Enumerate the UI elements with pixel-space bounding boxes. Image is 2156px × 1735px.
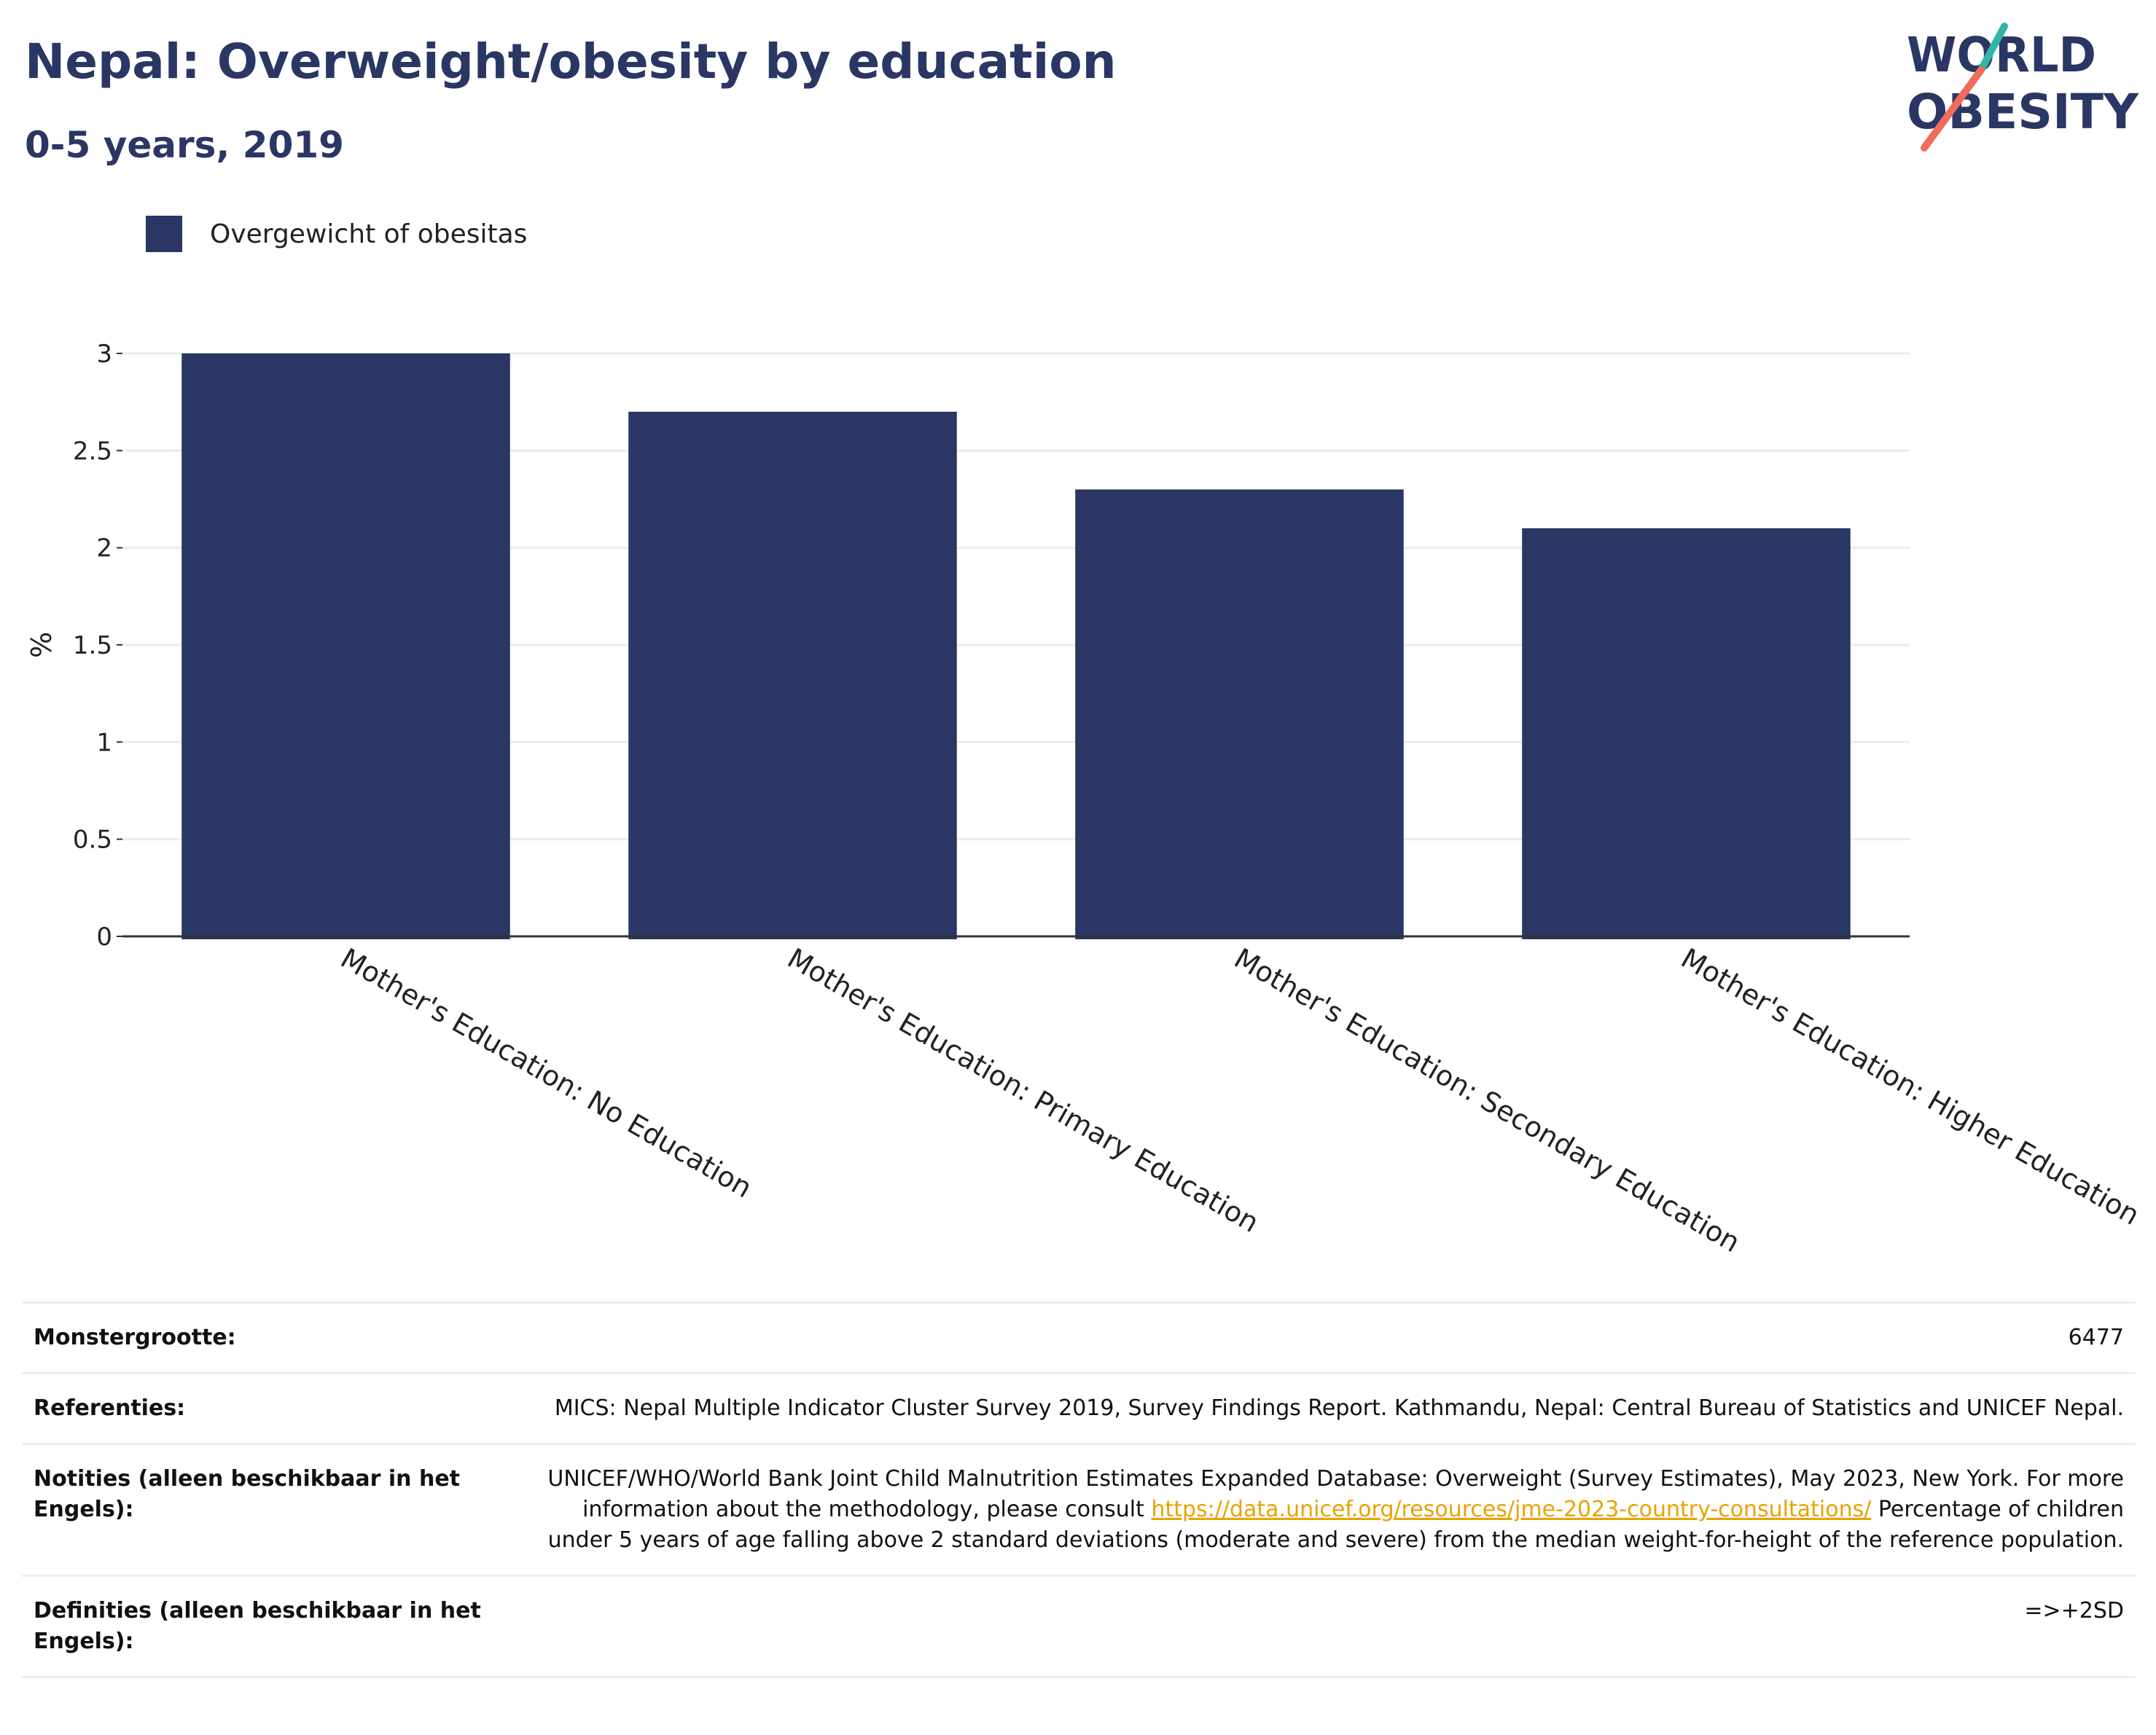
chart-legend: Overgewicht of obesitas xyxy=(146,216,527,252)
notes-text-2: Percentage of children under 5 years of … xyxy=(547,1497,2124,1553)
notes-value: UNICEF/WHO/World Bank Joint Child Malnut… xyxy=(512,1444,2136,1577)
page-title: Nepal: Overweight/obesity by education xyxy=(25,34,1117,90)
logo-slash-teal xyxy=(1977,23,2008,74)
sample-size-value: 6477 xyxy=(512,1301,2136,1374)
chart-bars xyxy=(181,353,1851,939)
y-tick-label: 1 xyxy=(96,728,112,757)
logo-line-2: OBESITY xyxy=(1907,84,2139,140)
y-tick-label: 0.5 xyxy=(73,826,112,855)
info-row-sample: Monstergrootte: 6477 xyxy=(22,1301,2136,1374)
info-row-definitions: Definities (alleen beschikbaar in het En… xyxy=(22,1575,2136,1678)
y-axis-ticks: 0 0.5 1 1.5 2 2.5 3 xyxy=(73,340,122,952)
info-table: Monstergrootte: 6477 Referenties: MICS: … xyxy=(22,1301,2136,1678)
y-tick-label: 0 xyxy=(96,923,112,952)
x-tick-label: Mother's Education: Higher Education xyxy=(1676,942,2145,1231)
notes-label: Notities (alleen beschikbaar in het Enge… xyxy=(22,1444,512,1577)
world-obesity-logo: WORLD OBESITY xyxy=(1907,23,2139,152)
definitions-label: Definities (alleen beschikbaar in het En… xyxy=(22,1575,512,1678)
methodology-link[interactable]: https://data.unicef.org/resources/jme-20… xyxy=(1151,1497,1872,1522)
y-tick-label: 1.5 xyxy=(73,631,112,660)
logo-slash-coral xyxy=(1921,66,1985,152)
y-tick-label: 3 xyxy=(96,340,112,369)
bar-chart: 0 0.5 1 1.5 2 2.5 3 Mother's Education: No Edu… xyxy=(26,340,2145,1259)
page-subtitle: 0-5 years, 2019 xyxy=(25,124,344,166)
bar-3 xyxy=(1075,489,1404,939)
info-row-notes: Notities (alleen beschikbaar in het Enge… xyxy=(22,1444,2136,1577)
definitions-value: =>+2SD xyxy=(512,1575,2136,1678)
legend-label: Overgewicht of obesitas xyxy=(210,219,528,249)
y-tick-label: 2 xyxy=(96,534,112,563)
bar-1 xyxy=(181,353,510,939)
y-tick-label: 2.5 xyxy=(73,436,112,466)
x-axis-ticks: Mother's Education: No Education Mother's… xyxy=(335,942,2145,1259)
bar-2 xyxy=(628,412,957,939)
notes-text-1: UNICEF/WHO/World Bank Joint Child Malnut… xyxy=(547,1466,2124,1522)
legend-swatch xyxy=(146,216,182,252)
references-value: MICS: Nepal Multiple Indicator Cluster S… xyxy=(512,1373,2136,1445)
x-tick-label: Mother's Education: Secondary Education xyxy=(1229,942,1746,1259)
sample-size-label: Monstergrootte: xyxy=(22,1301,512,1374)
y-axis-label: % xyxy=(26,632,58,658)
x-tick-label: Mother's Education: No Education xyxy=(335,942,757,1205)
info-row-references: Referenties: MICS: Nepal Multiple Indica… xyxy=(22,1373,2136,1445)
bar-4 xyxy=(1522,528,1851,939)
references-label: Referenties: xyxy=(22,1373,512,1445)
x-tick-label: Mother's Education: Primary Education xyxy=(782,942,1265,1239)
